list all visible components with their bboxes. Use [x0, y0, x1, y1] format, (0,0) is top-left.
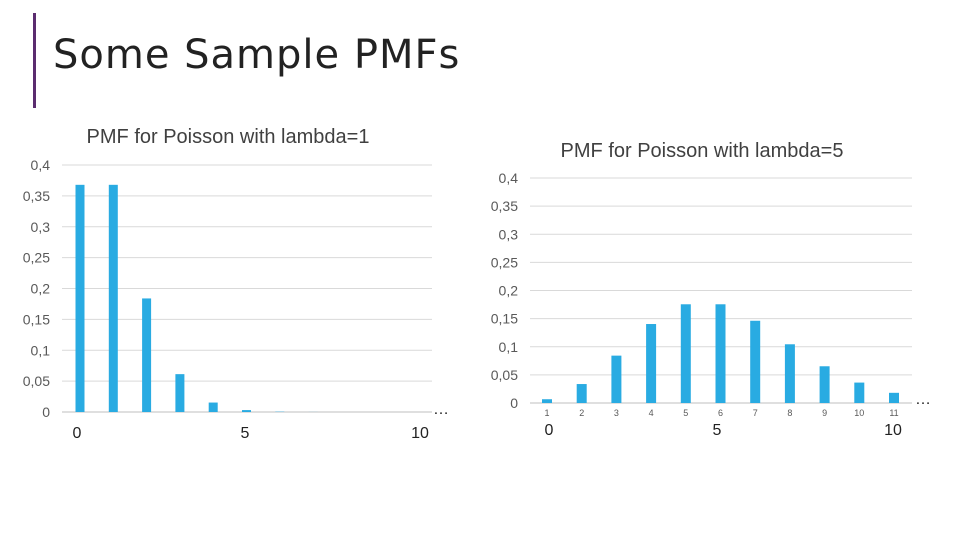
chart2-y-tick-label: 0,1 [499, 339, 519, 355]
chart2-title: PMF for Poisson with lambda=5 [561, 140, 844, 162]
chart2-x-category-label: 5 [683, 408, 688, 418]
chart2-bar [715, 304, 726, 403]
chart1-x-annotation: 10 [411, 425, 429, 442]
chart2-bar [854, 382, 865, 403]
chart1-bar [142, 298, 152, 412]
chart2-y-tick-label: 0,4 [499, 170, 519, 186]
chart1-ellipsis: … [433, 401, 449, 418]
chart2-x-annotation: 0 [545, 422, 554, 439]
chart2-y-tick-label: 0 [510, 395, 518, 411]
chart1-y-tick-label: 0,05 [23, 373, 50, 389]
chart2-x-category-label: 9 [822, 408, 827, 418]
chart2-x-annotation: 10 [884, 422, 902, 439]
chart2-x-category-label: 2 [579, 408, 584, 418]
chart2-y-tick-label: 0,25 [491, 254, 518, 270]
chart1-bar [75, 184, 85, 412]
chart1-bar [108, 184, 118, 412]
chart2-x-annotation: 5 [713, 422, 722, 439]
chart1-y-tick-label: 0,15 [23, 311, 50, 327]
title-accent-bar [33, 13, 36, 108]
chart1-bar [208, 402, 218, 412]
chart1-x-annotation: 5 [241, 425, 250, 442]
chart1-y-tick-label: 0,35 [23, 188, 50, 204]
chart2-ellipsis: … [915, 391, 931, 408]
page-title: Some Sample PMFs [53, 32, 461, 78]
chart1-y-tick-label: 0,2 [31, 281, 51, 297]
chart2-bar [750, 320, 761, 403]
chart1-bar [175, 374, 185, 412]
chart2-bar [889, 392, 899, 403]
chart2-x-category-label: 7 [753, 408, 758, 418]
chart2-x-category-label: 1 [544, 408, 549, 418]
chart2-bar [819, 366, 830, 403]
chart2-bar [576, 384, 587, 403]
chart1-y-tick-label: 0,4 [31, 157, 51, 173]
chart2-x-category-label: 10 [854, 408, 864, 418]
chart2-bar [646, 324, 657, 403]
chart1-y-tick-label: 0 [42, 404, 50, 420]
chart2-y-tick-label: 0,2 [499, 283, 519, 299]
chart1-x-annotation: 0 [73, 425, 82, 442]
chart2-bar [542, 399, 552, 403]
chart2-y-tick-label: 0,3 [499, 226, 519, 242]
chart1-y-tick-label: 0,3 [31, 219, 51, 235]
chart1-y-tick-label: 0,25 [23, 250, 50, 266]
chart1-y-tick-label: 0,1 [31, 342, 51, 358]
chart1-title: PMF for Poisson with lambda=1 [87, 126, 370, 148]
chart2-x-category-label: 4 [649, 408, 654, 418]
chart2-y-tick-label: 0,35 [491, 198, 518, 214]
chart2-x-category-label: 8 [787, 408, 792, 418]
chart2-x-category-label: 11 [889, 408, 898, 418]
chart2-y-tick-label: 0,15 [491, 311, 518, 327]
chart2-x-category-label: 6 [718, 408, 723, 418]
chart2-bar [611, 355, 622, 403]
chart2-x-category-label: 3 [614, 408, 619, 418]
chart2-bar [680, 304, 691, 403]
chart2-bar [784, 344, 795, 403]
chart2-y-tick-label: 0,05 [491, 367, 518, 383]
chart1-bar [242, 410, 251, 412]
